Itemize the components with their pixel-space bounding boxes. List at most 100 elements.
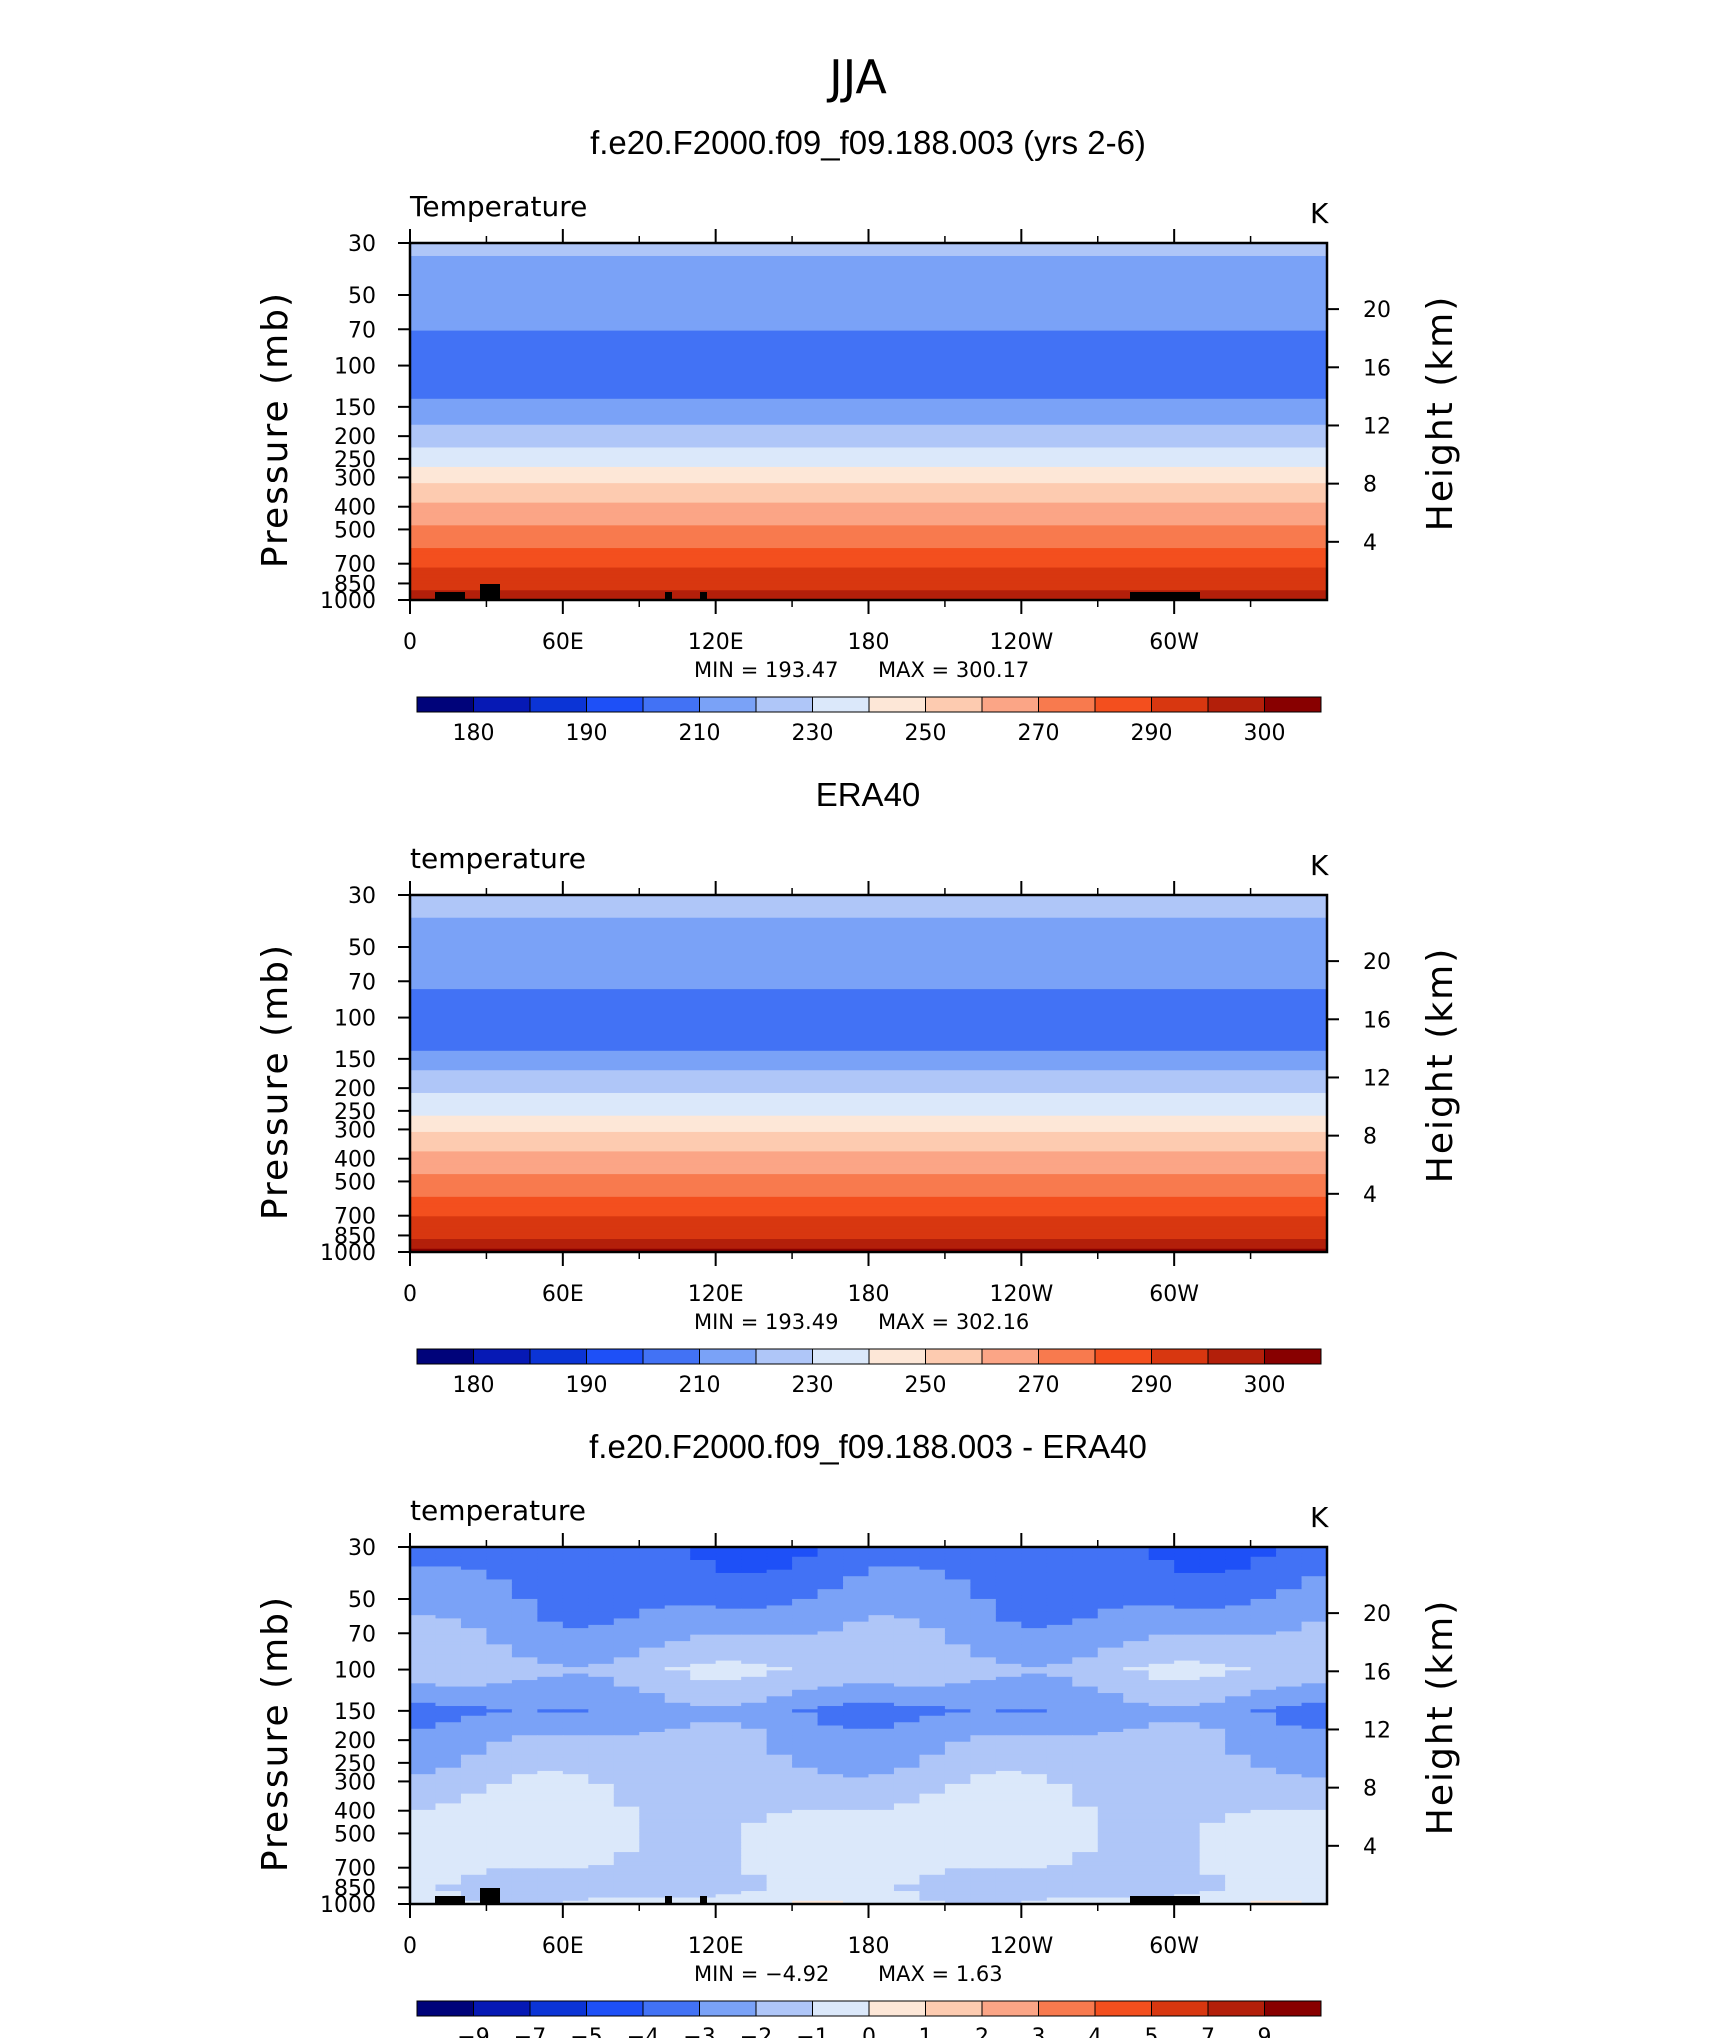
contour-cell [1250, 1800, 1277, 1804]
contour-cell [435, 1881, 462, 1886]
contour-cell [460, 1556, 488, 1561]
contour-cell [1301, 1793, 1328, 1798]
contour-cell [1301, 1595, 1328, 1600]
contour-cell [1276, 1553, 1303, 1558]
contour-cell [919, 1699, 946, 1704]
contour-cell [410, 1566, 437, 1571]
contour-cell [919, 1790, 946, 1795]
contour-cell [1072, 1667, 1099, 1671]
contour-cell [690, 1663, 717, 1668]
contour-cell [741, 1595, 768, 1600]
y2-axis-title: Height (km) [1420, 1599, 1461, 1835]
contour-cell [843, 1598, 870, 1603]
contour-cell [460, 1777, 488, 1782]
contour-cell [435, 1871, 462, 1876]
contour-cell [1250, 1835, 1277, 1840]
variable-label: Temperature [409, 190, 587, 223]
contour-cell [1123, 1559, 1150, 1564]
colorbar-swatch [925, 1348, 983, 1365]
contour-cell [893, 1712, 921, 1717]
contour-cell [1123, 1832, 1150, 1837]
contour-cell [460, 1754, 488, 1759]
contour-cell [792, 1667, 819, 1671]
contour-cell [410, 1744, 437, 1749]
contour-cell [1174, 1845, 1201, 1850]
contour-cell [1072, 1790, 1099, 1795]
contour-cell [435, 1650, 462, 1655]
contour-cell [588, 1569, 615, 1574]
contour-cell [1276, 1754, 1303, 1759]
contour-cell [511, 1670, 538, 1675]
contour-cell [460, 1767, 488, 1772]
contour-cell [562, 1585, 589, 1590]
contour-cell [664, 1868, 691, 1873]
contour-cell [893, 1660, 921, 1665]
contour-cell [1097, 1767, 1124, 1772]
contour-cell [843, 1650, 870, 1655]
contour-cell [1225, 1569, 1252, 1574]
contour-cell [995, 1585, 1022, 1590]
contour-cell [1174, 1589, 1201, 1594]
contour-cell [1174, 1852, 1201, 1856]
contour-cell [1123, 1839, 1150, 1843]
contour-cell [1174, 1683, 1201, 1688]
contour-cell [486, 1566, 513, 1571]
contour-cell [1225, 1790, 1252, 1795]
contour-cell [690, 1654, 717, 1658]
contour-cell [1021, 1780, 1048, 1785]
contour-cell [460, 1569, 488, 1574]
contour-cell [1097, 1764, 1124, 1769]
contour-cell [690, 1887, 717, 1892]
contour-cell [639, 1667, 666, 1671]
contour-cell [1174, 1839, 1201, 1843]
contour-cell [919, 1741, 946, 1746]
contour-cell [562, 1761, 589, 1766]
contour-cell [588, 1576, 615, 1581]
contour-cell [1276, 1813, 1303, 1817]
contour-cell [460, 1848, 488, 1853]
contour-cell [1097, 1748, 1124, 1753]
contour-cell [435, 1803, 462, 1808]
contour-cell [1046, 1728, 1073, 1733]
contour-cell [1072, 1783, 1099, 1788]
contour-cell [613, 1553, 640, 1558]
contour-cell [1276, 1719, 1303, 1723]
contour-cell [792, 1696, 819, 1701]
contour-cell [1123, 1615, 1150, 1619]
contour-cell [970, 1676, 997, 1681]
contour-cell [1097, 1550, 1124, 1555]
contour-cell [664, 1861, 691, 1866]
contour-cell [868, 1680, 895, 1684]
contour-cell [843, 1738, 870, 1743]
contour-cell [868, 1631, 895, 1636]
contour-cell [792, 1585, 819, 1590]
contour-cell [1123, 1757, 1150, 1762]
contour-cell [410, 376, 1328, 380]
contour-cell [1225, 1829, 1252, 1834]
contour-cell [588, 1644, 615, 1649]
contour-cell [715, 1764, 742, 1769]
contour-cell [562, 1822, 589, 1827]
contour-cell [588, 1764, 615, 1769]
contour-cell [1046, 1832, 1073, 1837]
contour-cell [537, 1579, 564, 1584]
contour-cell [919, 1676, 946, 1681]
contour-cell [486, 1569, 513, 1574]
contour-cell [1174, 1572, 1201, 1577]
contour-cell [970, 1790, 997, 1795]
contour-cell [868, 1689, 895, 1694]
contour-cell [1148, 1731, 1175, 1736]
contour-cell [562, 1559, 589, 1564]
contour-cell [1225, 1689, 1252, 1694]
contour-cell [1199, 1878, 1226, 1882]
contour-cell [562, 1673, 589, 1678]
contour-cell [817, 1722, 844, 1727]
contour-cell [792, 1602, 819, 1607]
contour-cell [1199, 1829, 1226, 1834]
contour-cell [1174, 1550, 1201, 1555]
contour-cell [1021, 1556, 1048, 1561]
contour-cell [639, 1796, 666, 1801]
contour-cell [1072, 1832, 1099, 1837]
contour-cell [868, 1858, 895, 1863]
contour-cell [1072, 1689, 1099, 1694]
